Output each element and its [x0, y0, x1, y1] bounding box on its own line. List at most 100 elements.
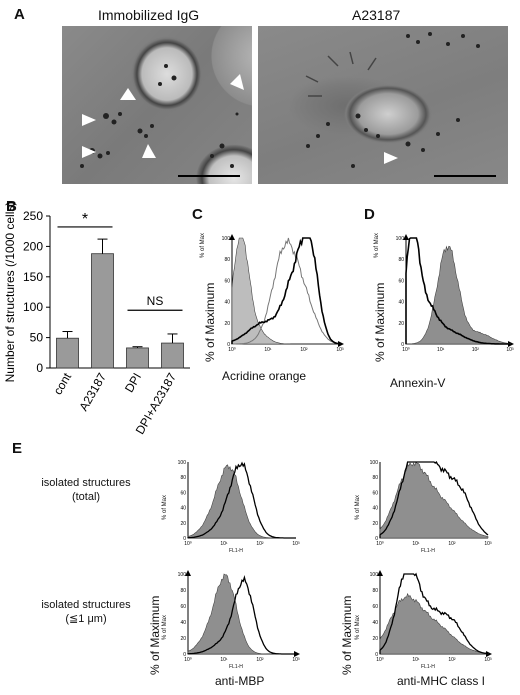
bar-a23187 — [91, 253, 114, 369]
hist-xtick-label: 10¹ — [437, 347, 445, 353]
hist-ytick-label: 20 — [224, 321, 230, 327]
b-category-label: DPI — [122, 371, 144, 395]
hist-ytick-label: 100 — [178, 460, 187, 466]
ns-label: NS — [147, 294, 164, 308]
b-category-label: A23187 — [76, 370, 109, 413]
y-arrow — [377, 570, 383, 576]
bar-dpi — [126, 347, 149, 369]
hist-xtick-label: 10⁰ — [376, 657, 384, 663]
panel-d-xlabel: Annexin-V — [390, 376, 446, 390]
hist-xtick-label: 10² — [448, 657, 456, 663]
hist-xtick-label: 10⁰ — [402, 347, 410, 353]
arrowhead-3 — [82, 114, 96, 126]
y-arrow — [229, 234, 235, 240]
e-left-xlabel: anti-MBP — [215, 674, 265, 688]
hist-ytick-label: 20 — [372, 636, 378, 642]
micrograph-a23187 — [258, 26, 508, 184]
e-left-ylabel: % of Maximum — [148, 595, 162, 675]
hist-xtick-label: 10¹ — [220, 657, 228, 663]
series-mbp-total-filled — [187, 464, 296, 539]
panel-d-ylabel-small: % of Max — [374, 232, 380, 258]
hist-ytick-label: 100 — [370, 572, 379, 578]
hist-xtick-label: 10³ — [484, 657, 492, 663]
e-mhc-total-ylabel-small: % of Max — [355, 494, 361, 520]
row2-label-line1: isolated structures — [41, 599, 131, 611]
panel-a-letter: A — [14, 6, 25, 23]
bar-chart-structures: 0 50 100 150 200 250 Number of structures (/10… — [3, 202, 190, 437]
arrowhead-2 — [230, 74, 244, 90]
bar-dpi+a23187 — [161, 342, 184, 369]
hist-ytick-label: 20 — [180, 636, 186, 642]
hist-xtick-label: 10² — [256, 541, 264, 547]
hist-ytick-label: 20 — [180, 521, 186, 527]
panel-e-letter: E — [12, 440, 23, 457]
series-black-line — [231, 237, 341, 345]
e-mbp-small-xlabel-small: FL1-H — [229, 664, 243, 670]
hist-xtick-label: 10⁰ — [184, 657, 192, 663]
hist-xtick-label: 10¹ — [220, 541, 228, 547]
x-arrow — [508, 341, 514, 347]
b-ytick-label: 0 — [36, 361, 43, 375]
hist-ytick-label: 100 — [222, 236, 231, 242]
hist-ytick-label: 0 — [227, 342, 230, 348]
y-arrow — [403, 234, 409, 240]
hist-ytick-label: 60 — [224, 278, 230, 284]
hist-ytick-label: 80 — [372, 475, 378, 481]
hist-ytick-label: 0 — [183, 652, 186, 658]
series-annexin-line — [405, 237, 510, 345]
hist-xtick-label: 10¹ — [264, 347, 272, 353]
significance-star: * — [82, 211, 88, 228]
arrowhead-4 — [82, 146, 96, 158]
hist-xtick-label: 10⁰ — [184, 541, 192, 547]
row1-label-line1: isolated structures — [41, 477, 131, 489]
hist-xtick-label: 10⁰ — [228, 347, 236, 353]
hist-ytick-label: 60 — [372, 490, 378, 496]
hist-ytick-label: 80 — [180, 588, 186, 594]
panel-c-xlabel: Acridine orange — [222, 369, 307, 383]
panel-a-left-title: Immobilized IgG — [98, 7, 200, 23]
series-mhc-small-line — [379, 572, 489, 655]
series-annexin-filled — [405, 245, 511, 345]
histogram-acridine-orange: 0 20 40 60 80 100 10⁰ 10¹ 10² 10³ — [222, 234, 344, 353]
e-mhc-small-ylabel-small: % of Max — [355, 614, 361, 640]
hist-ytick-label: 80 — [180, 475, 186, 481]
hist-ytick-label: 40 — [398, 300, 404, 306]
immobilized-igg-cells — [80, 64, 244, 177]
hist-ytick-label: 60 — [372, 604, 378, 610]
hist-xtick-label: 10¹ — [412, 657, 420, 663]
b-ytick-label: 100 — [23, 300, 43, 314]
hist-xtick-label: 10³ — [506, 347, 514, 353]
y-arrow — [185, 570, 191, 576]
hist-xtick-label: 10² — [472, 347, 480, 353]
bar-cont — [56, 337, 79, 369]
hist-ytick-label: 60 — [180, 604, 186, 610]
arrowhead-1 — [120, 88, 136, 100]
hist-ytick-label: 40 — [180, 506, 186, 512]
b-ytick-label: 200 — [23, 239, 43, 253]
hist-xtick-label: 10⁰ — [376, 541, 384, 547]
e-mbp-small-ylabel-small: % of Max — [162, 614, 168, 640]
panel-c-ylabel-small: % of Max — [200, 232, 206, 258]
hist-xtick-label: 10² — [256, 657, 264, 663]
hist-ytick-label: 40 — [224, 300, 230, 306]
panel-c-letter: C — [192, 206, 203, 223]
e-right-xlabel: anti-MHC class I — [397, 674, 486, 688]
hist-ytick-label: 100 — [396, 236, 405, 242]
histogram-mhc-total: 0 20 40 60 80 100 10⁰ 10¹ 10² 10³ — [370, 460, 492, 547]
hist-ytick-label: 0 — [375, 536, 378, 542]
hist-xtick-label: 10² — [300, 347, 308, 353]
hist-ytick-label: 100 — [370, 460, 379, 466]
hist-ytick-label: 0 — [401, 342, 404, 348]
hist-ytick-label: 0 — [375, 652, 378, 658]
b-category-label: cont — [51, 370, 75, 397]
series-control-filled — [231, 237, 340, 345]
x-arrow — [486, 651, 492, 657]
hist-ytick-label: 80 — [398, 257, 404, 263]
series-mbp-small-filled — [187, 573, 296, 655]
hist-ytick-label: 0 — [183, 536, 186, 542]
hist-ytick-label: 40 — [372, 506, 378, 512]
hist-ytick-label: 20 — [372, 521, 378, 527]
row2-label: isolated structures (≦1 μm) — [16, 598, 156, 626]
hist-ytick-label: 20 — [398, 321, 404, 327]
row1-label: isolated structures (total) — [16, 476, 156, 504]
